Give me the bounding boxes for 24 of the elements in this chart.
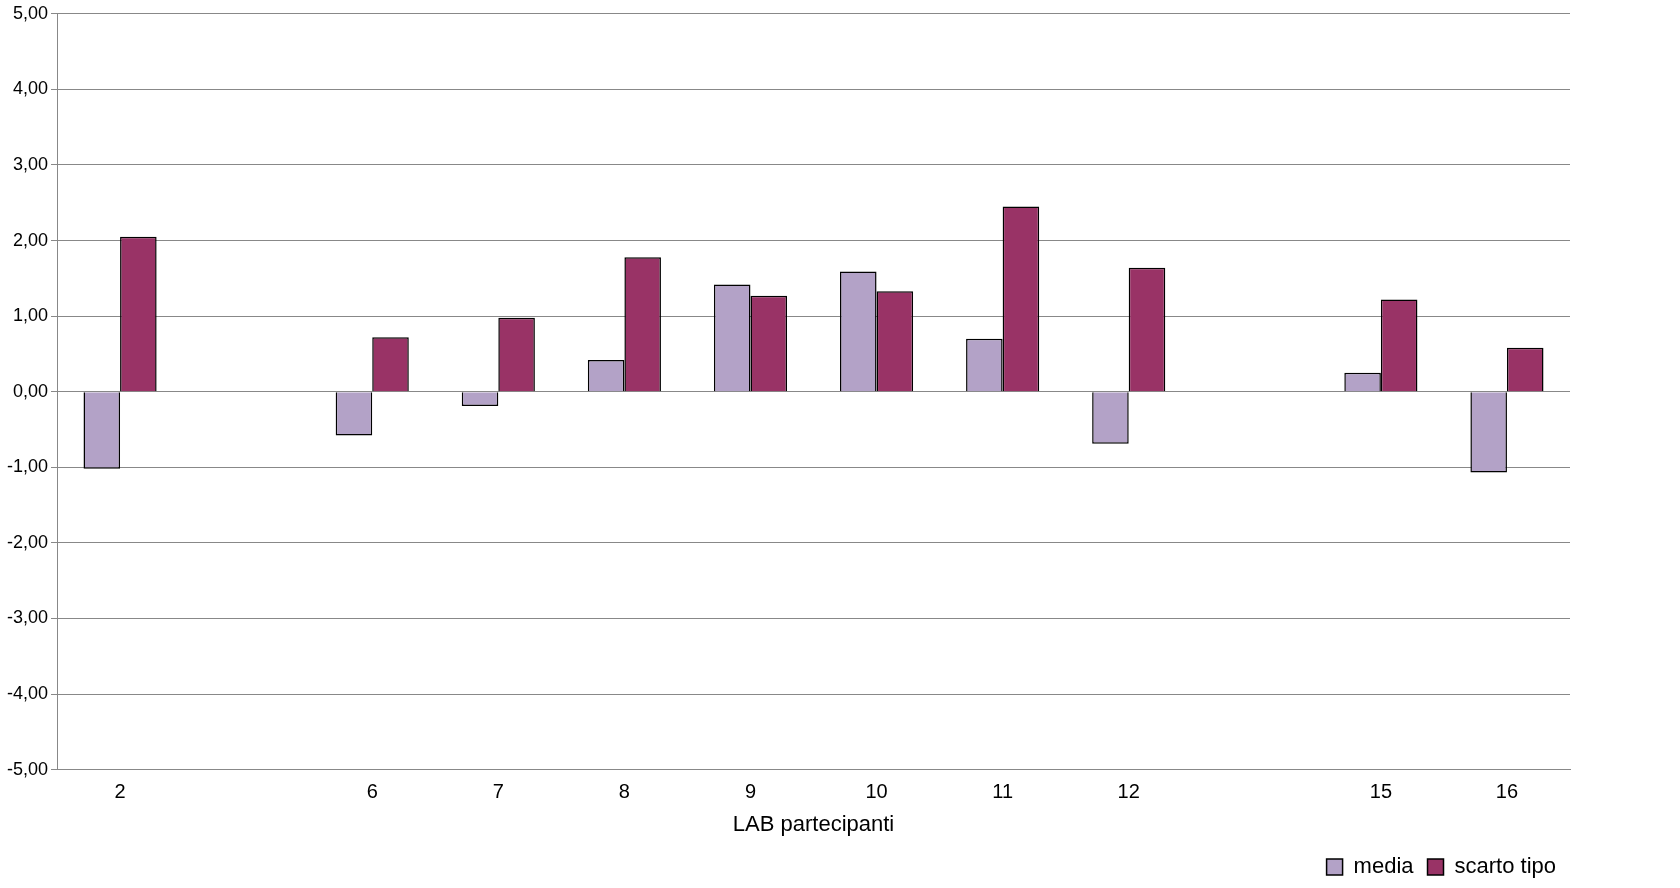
y-tick-label: -2,00 [7, 531, 49, 552]
x-tick-label: 10 [865, 780, 888, 803]
y-tick-label: -4,00 [7, 682, 49, 703]
x-tick-label: 8 [618, 780, 630, 803]
x-tick-label: 12 [1117, 780, 1140, 803]
y-tick-label: -5,00 [7, 758, 49, 779]
x-tick-label: 9 [744, 780, 757, 803]
x-tick-label: 15 [1369, 780, 1392, 803]
x-tick-label: 16 [1495, 780, 1519, 803]
y-tick-label: 0,00 [12, 380, 49, 401]
y-tick-label: -1,00 [7, 456, 49, 477]
y-tick-label: 3,00 [12, 153, 49, 174]
y-tick-label: 5,00 [12, 2, 49, 23]
x-axis-title: LAB partecipanti [732, 810, 895, 836]
x-tick-label: 6 [366, 780, 378, 803]
x-tick-label: 2 [114, 780, 126, 803]
y-tick-label: 1,00 [12, 305, 49, 326]
legend-label: media [1353, 853, 1415, 879]
x-tick-label: 7 [492, 780, 504, 803]
y-tick-label: 2,00 [12, 229, 49, 250]
legend-label: scarto tipo [1454, 853, 1557, 879]
y-tick-label: 4,00 [12, 78, 49, 99]
x-tick-label: 11 [992, 780, 1014, 803]
y-tick-label: -3,00 [7, 607, 49, 628]
